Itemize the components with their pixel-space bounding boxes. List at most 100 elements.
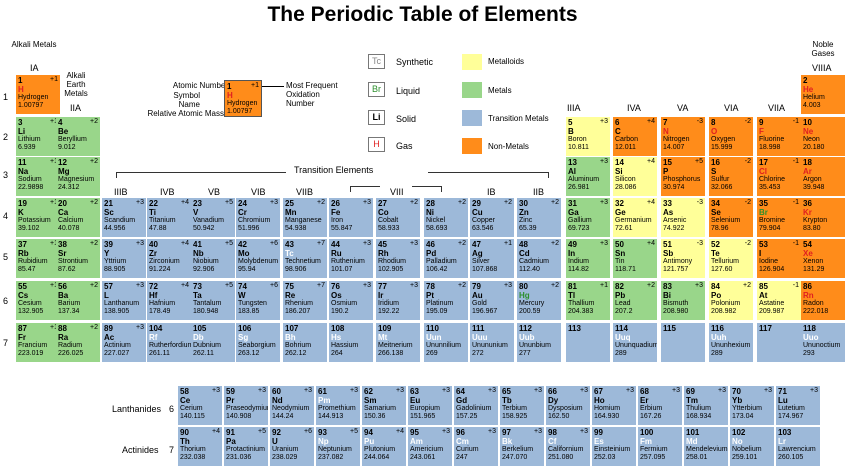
element-cell[interactable]: 51 -3 Sb Antimony 121.757: [661, 239, 706, 279]
element-cell[interactable]: 87 +1 Fr Francium 223.019: [16, 323, 61, 363]
element-cell[interactable]: 30 +2 Zn Zinc 65.39: [517, 198, 562, 238]
element-cell[interactable]: 20 +2 Ca Calcium 40.078: [56, 198, 101, 238]
element-cell[interactable]: 40 +4 Zr Zirconium 91.224: [147, 239, 192, 279]
element-cell[interactable]: 76 +3 Os Osmium 190.2: [329, 281, 374, 321]
element-cell[interactable]: 27 +2 Co Cobalt 58.933: [376, 198, 421, 238]
element-cell[interactable]: 13 +3 Al Aluminum 26.981: [566, 157, 611, 197]
element-cell[interactable]: 6 +4 C Carbon 12.011: [613, 117, 658, 157]
element-cell[interactable]: 29 +2 Cu Copper 63.546: [470, 198, 515, 238]
element-cell[interactable]: 107 Bh Bohrium 262.12: [283, 323, 328, 363]
element-cell[interactable]: 41 +5 Nb Niobium 92.906: [191, 239, 236, 279]
element-cell[interactable]: 28 +2 Ni Nickel 58.693: [424, 198, 469, 238]
element-cell[interactable]: 24 +3 Cr Chromium 51.996: [236, 198, 281, 238]
element-cell[interactable]: 110 Uun Ununnilium 269: [424, 323, 469, 363]
element-cell[interactable]: 83 +3 Bi Bismuth 208.980: [661, 281, 706, 321]
element-cell[interactable]: 111 Uuu Unununium 272: [470, 323, 515, 363]
element-cell[interactable]: 14 +4 Si Silicon 28.086: [613, 157, 658, 197]
element-cell[interactable]: 34 -2 Se Selenium 78.96: [709, 198, 754, 238]
element-cell[interactable]: 99 Es Einsteinium 252.03: [592, 427, 637, 467]
element-cell[interactable]: 97 +3 Bk Berkelium 247.070: [500, 427, 545, 467]
element-cell[interactable]: 23 +5 V Vanadium 50.942: [191, 198, 236, 238]
element-cell[interactable]: 5 +3 B Boron 10.811: [566, 117, 611, 157]
element-cell[interactable]: 95 +3 Am Americium 243.061: [408, 427, 453, 467]
element-cell[interactable]: 68 +3 Er Erbium 167.26: [638, 386, 683, 426]
element-cell[interactable]: 4 +2 Be Beryllium 9.012: [56, 117, 101, 157]
element-cell[interactable]: 74 +6 W Tungsten 183.85: [236, 281, 281, 321]
element-cell[interactable]: 50 +4 Sn Tin 118.71: [613, 239, 658, 279]
element-cell[interactable]: 3 +1 Li Lithium 6.939: [16, 117, 61, 157]
element-cell[interactable]: 84 +2 Po Polonium 208.982: [709, 281, 754, 321]
element-cell[interactable]: 47 +1 Ag Silver 107.868: [470, 239, 515, 279]
element-cell[interactable]: 75 +7 Re Rhenium 186.207: [283, 281, 328, 321]
element-cell[interactable]: 26 +3 Fe Iron 55.847: [329, 198, 374, 238]
element-cell[interactable]: 32 +4 Ge Germanium 72.61: [613, 198, 658, 238]
element-cell[interactable]: 82 +2 Pb Lead 207.2: [613, 281, 658, 321]
element-cell[interactable]: 48 +2 Cd Cadmium 112.40: [517, 239, 562, 279]
element-cell[interactable]: 106 Sg Seaborgium 263.12: [236, 323, 281, 363]
element-cell[interactable]: 46 +2 Pd Palladium 106.42: [424, 239, 469, 279]
element-cell[interactable]: 58 +3 Ce Cerium 140.115: [178, 386, 223, 426]
element-cell[interactable]: 10 Ne Neon 20.180: [801, 117, 845, 157]
element-cell[interactable]: 49 +3 In Indium 114.82: [566, 239, 611, 279]
element-cell[interactable]: 112 Uub Ununbium 277: [517, 323, 562, 363]
element-cell[interactable]: 63 +3 Eu Europium 151.965: [408, 386, 453, 426]
element-cell[interactable]: 92 +6 U Uranium 238.029: [270, 427, 315, 467]
element-cell[interactable]: 36 Kr Krypton 83.80: [801, 198, 845, 238]
element-cell[interactable]: 17 -1 Cl Chlorine 35.453: [757, 157, 802, 197]
element-cell[interactable]: 62 +3 Sm Samarium 150.36: [362, 386, 407, 426]
element-cell[interactable]: 65 +3 Tb Terbium 158.925: [500, 386, 545, 426]
element-cell[interactable]: 43 +7 Tc Technetium 98.906: [283, 239, 328, 279]
element-cell[interactable]: 72 +4 Hf Hafnium 178.49: [147, 281, 192, 321]
element-cell[interactable]: 86 Rn Radon 222.018: [801, 281, 845, 321]
element-cell[interactable]: 118 Uuo Ununoctium 293: [801, 323, 845, 363]
element-cell[interactable]: 66 +3 Dy Dysposium 162.50: [546, 386, 591, 426]
element-cell[interactable]: 73 +5 Ta Tantalum 180.948: [191, 281, 236, 321]
element-cell[interactable]: 56 +2 Ba Barium 137.34: [56, 281, 101, 321]
element-cell[interactable]: 94 +4 Pu Plutonium 244.064: [362, 427, 407, 467]
element-cell[interactable]: 91 +5 Pa Protactinium 231.036: [224, 427, 269, 467]
element-cell[interactable]: 78 +2 Pt Platinum 195.09: [424, 281, 469, 321]
element-cell[interactable]: 39 +3 Y Yttrium 88.905: [102, 239, 147, 279]
element-cell[interactable]: 102 No Nobelium 259.101: [730, 427, 775, 467]
element-cell[interactable]: 105 Db Dubnium 262.11: [191, 323, 236, 363]
element-cell[interactable]: 100 Fm Fermium 257.095: [638, 427, 683, 467]
element-cell[interactable]: 33 -3 As Arsenic 74.922: [661, 198, 706, 238]
element-cell[interactable]: 57 +3 L Lanthanum 138.905: [102, 281, 147, 321]
element-cell[interactable]: 108 Hs Hassium 264: [329, 323, 374, 363]
element-cell[interactable]: 35 -1 Br Bromine 79.904: [757, 198, 802, 238]
element-cell[interactable]: 42 +6 Mo Molybdenum 95.94: [236, 239, 281, 279]
element-cell[interactable]: 103 Lr Lawrencium 260.105: [776, 427, 821, 467]
element-cell[interactable]: 117: [757, 323, 802, 363]
element-cell[interactable]: 2 He Helium 4.003: [801, 75, 845, 115]
element-cell[interactable]: 12 +2 Mg Magnesium 24.312: [56, 157, 101, 197]
element-cell[interactable]: 53 -1 I Iodine 126.904: [757, 239, 802, 279]
element-cell[interactable]: 19 +1 K Potassium 39.102: [16, 198, 61, 238]
element-cell[interactable]: 70 +3 Yb Ytterbium 173.04: [730, 386, 775, 426]
element-cell[interactable]: 21 +3 Sc Scandium 44.956: [102, 198, 147, 238]
element-cell[interactable]: 55 +1 Cs Cesium 132.905: [16, 281, 61, 321]
element-cell[interactable]: 104 Rf Rutherfordium 261.11: [147, 323, 192, 363]
element-cell[interactable]: 1 +1 H Hydrogen 1.00797: [16, 75, 61, 115]
element-cell[interactable]: 9 -1 F Fluorine 18.998: [757, 117, 802, 157]
element-cell[interactable]: 96 +3 Cm Curium 247: [454, 427, 499, 467]
element-cell[interactable]: 85 -1 At Astatine 209.987: [757, 281, 802, 321]
element-cell[interactable]: 31 +3 Ga Gallium 69.723: [566, 198, 611, 238]
element-cell[interactable]: 54 Xe Xenon 131.29: [801, 239, 845, 279]
element-cell[interactable]: 71 +3 Lu Lutetium 174.967: [776, 386, 821, 426]
element-cell[interactable]: 77 +3 Ir Iridium 192.22: [376, 281, 421, 321]
element-cell[interactable]: 7 -3 N Nitrogen 14.007: [661, 117, 706, 157]
element-cell[interactable]: 64 +3 Gd Gadolinium 157.25: [454, 386, 499, 426]
element-cell[interactable]: 25 +2 Mn Manganese 54.938: [283, 198, 328, 238]
element-cell[interactable]: 98 +3 Cf Californium 251.080: [546, 427, 591, 467]
element-cell[interactable]: 22 +4 Ti Titanium 47.88: [147, 198, 192, 238]
element-cell[interactable]: 38 +2 Sr Strontium 87.62: [56, 239, 101, 279]
element-cell[interactable]: 16 -2 S Sulfur 32.066: [709, 157, 754, 197]
element-cell[interactable]: 69 +3 Tm Thulium 168.934: [684, 386, 729, 426]
element-cell[interactable]: 93 +5 Np Neptunium 237.082: [316, 427, 361, 467]
element-cell[interactable]: 101 Md Mendelevium 258.01: [684, 427, 729, 467]
element-cell[interactable]: 113: [566, 323, 611, 363]
element-cell[interactable]: 81 +1 Tl Thallium 204.383: [566, 281, 611, 321]
element-cell[interactable]: 8 -2 O Oxygen 15.999: [709, 117, 754, 157]
element-cell[interactable]: 52 -2 Te Tellurium 127.60: [709, 239, 754, 279]
element-cell[interactable]: 79 +3 Au Gold 196.967: [470, 281, 515, 321]
